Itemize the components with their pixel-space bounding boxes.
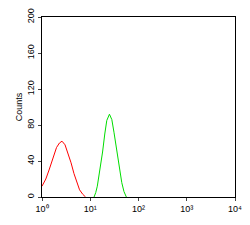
svg-text:Counts: Counts [14, 92, 24, 121]
svg-text:10²: 10² [132, 204, 145, 214]
svg-text:10⁴: 10⁴ [228, 204, 242, 214]
svg-text:10⁰: 10⁰ [35, 204, 48, 214]
svg-text:10¹: 10¹ [84, 204, 97, 214]
svg-text:200: 200 [26, 8, 36, 23]
svg-text:120: 120 [26, 80, 36, 95]
svg-text:160: 160 [26, 44, 36, 59]
svg-text:40: 40 [26, 155, 36, 165]
svg-text:10³: 10³ [180, 204, 193, 214]
svg-text:80: 80 [26, 119, 36, 129]
svg-text:0: 0 [26, 193, 36, 198]
